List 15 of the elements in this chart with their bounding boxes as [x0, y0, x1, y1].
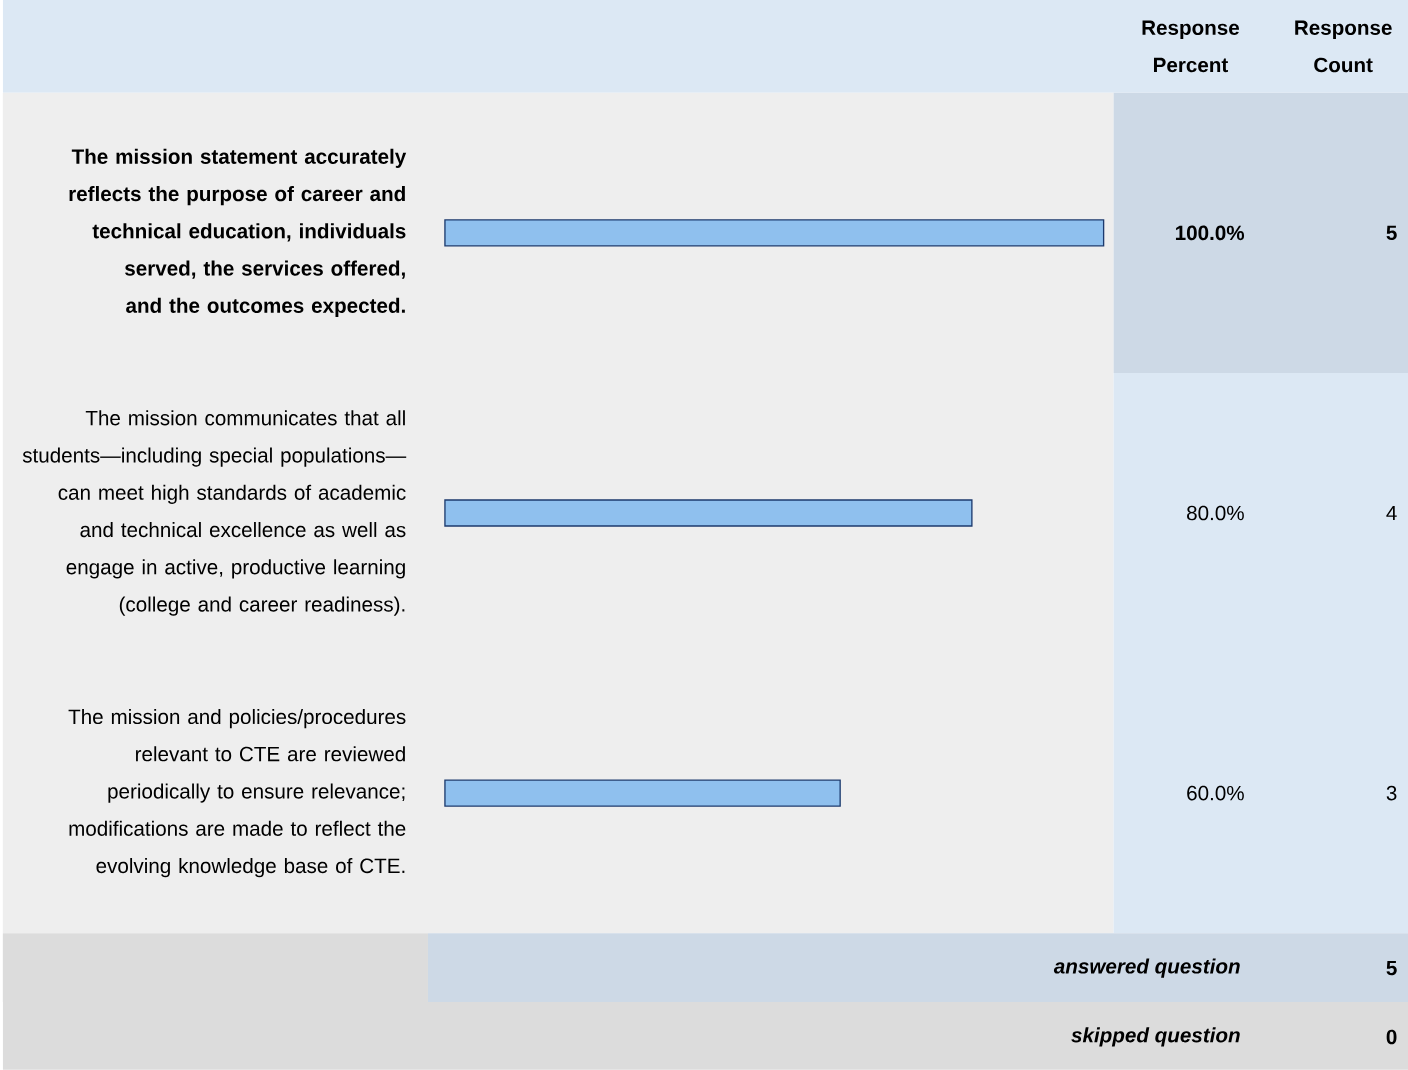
- data-label: 100.0%: [1175, 225, 1245, 241]
- text: 5: [1386, 225, 1397, 241]
- text: 0: [1386, 1029, 1397, 1045]
- text: Response Count: [1295, 20, 1392, 73]
- y-tick-label: The mission statement accurately reflects the purpose of career and technical education, individuals served, the services offered, and the outcomes expected.: [69, 148, 407, 318]
- text: skipped question: [1071, 1027, 1240, 1047]
- data-label: 80.0%: [1187, 505, 1244, 521]
- y-tick-label: The mission communicates that all students—including special populations—can meet high standards of academic and technical excellence as well as engage in active, productive learning (college and career readiness).: [22, 410, 407, 616]
- text: 3: [1386, 785, 1397, 801]
- text: answered question: [1053, 958, 1240, 978]
- text: 5: [1386, 960, 1397, 976]
- data-label: 60.0%: [1187, 785, 1244, 801]
- text: 4: [1386, 505, 1397, 521]
- y-tick-label: The mission and policies/procedures relevant to CTE are reviewed periodically to ensure relevance; modifications are made to reflect the evolving knowledge base of CTE.: [68, 709, 406, 878]
- text: Response Percent: [1142, 20, 1240, 73]
